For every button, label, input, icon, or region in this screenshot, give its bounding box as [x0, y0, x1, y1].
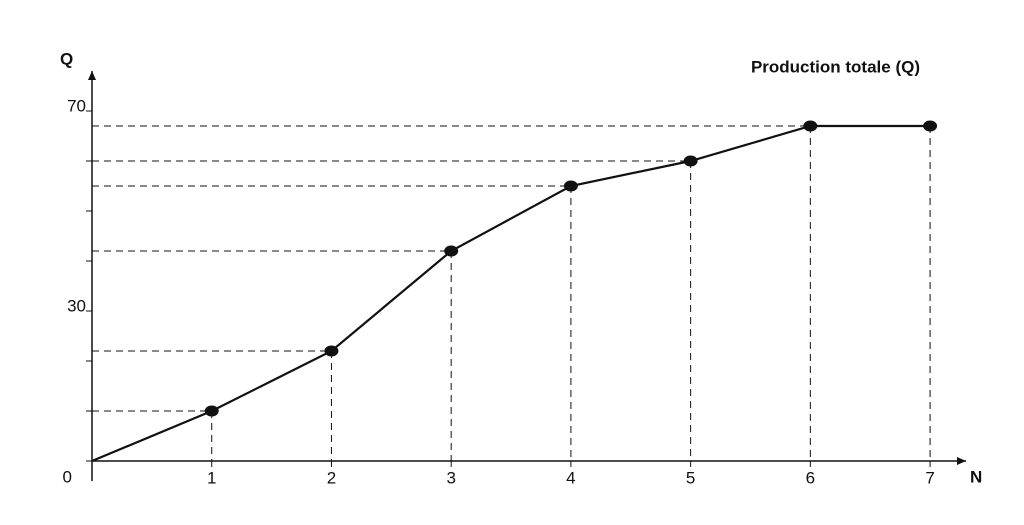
y-axis-arrow	[88, 71, 96, 80]
x-tick-label: 5	[686, 468, 695, 487]
data-point	[563, 180, 578, 192]
data-point	[923, 120, 938, 132]
x-axis-arrow	[957, 457, 966, 465]
x-tick-label: 2	[327, 468, 336, 487]
y-tick-label: 30	[67, 296, 86, 315]
data-point	[683, 155, 698, 167]
x-axis-label: N	[970, 467, 982, 486]
y-tick-label: 70	[67, 96, 86, 115]
y-axis-label: Q	[60, 49, 73, 68]
x-tick-label: 4	[566, 468, 575, 487]
data-point	[803, 120, 818, 132]
data-point	[444, 245, 459, 257]
x-tick-label: 1	[207, 468, 216, 487]
data-point	[324, 345, 339, 357]
x-tick-label: 3	[446, 468, 455, 487]
chart-title: Production totale (Q)	[751, 57, 920, 76]
x-tick-label: 7	[925, 468, 934, 487]
data-line	[91, 124, 931, 463]
x-tick-label: 6	[806, 468, 815, 487]
y-tick-label: 0	[63, 467, 72, 486]
data-point	[204, 405, 219, 417]
